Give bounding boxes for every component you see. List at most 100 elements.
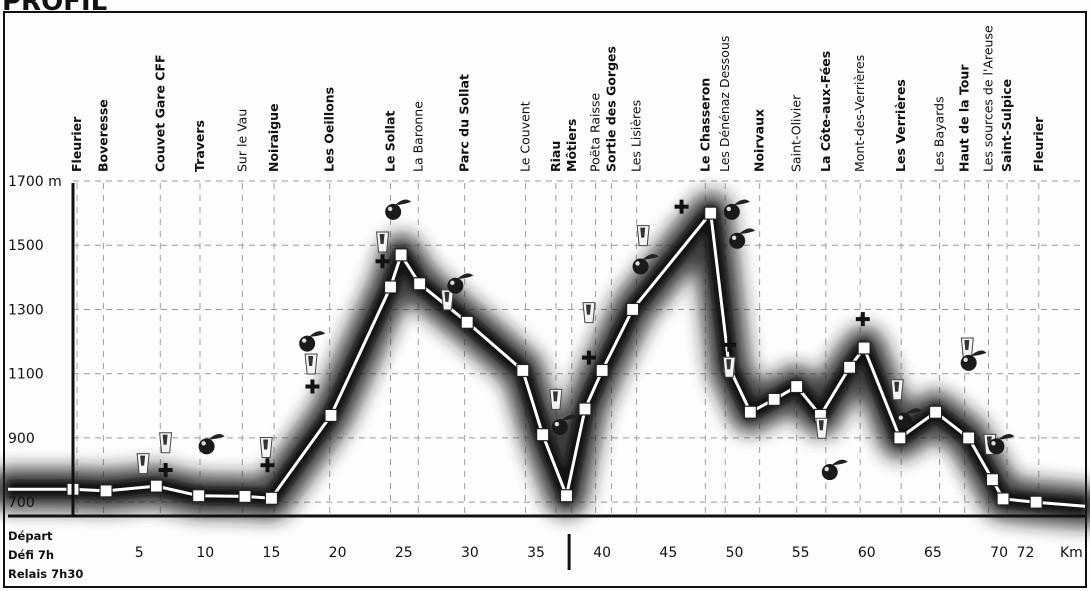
profile-point: [192, 489, 206, 503]
x-tick-label: 70: [990, 545, 1008, 561]
location-label: Couvet Gare CFF: [152, 54, 167, 172]
x-tick-label: 10: [196, 545, 214, 561]
apple-food-icon: [729, 228, 756, 249]
location-labels: Fleurier Boveresse Couvet Gare CFF Travers S…: [69, 25, 1046, 172]
location-label: Fleurier: [1031, 116, 1046, 172]
profile-point: [985, 473, 1000, 487]
drink-glass-icon: [136, 453, 150, 475]
x-tick-label: 50: [726, 545, 744, 561]
apple-food-icon: [821, 459, 848, 481]
location-label: Le Sollat: [383, 111, 398, 172]
apple-food-icon: [988, 433, 1015, 455]
location-label: Noiraigue: [266, 103, 281, 172]
profile-point: [559, 489, 574, 503]
apple-food-icon: [723, 199, 750, 220]
location-label: Sortie des Gorges: [604, 46, 619, 172]
location-label: Travers: [192, 120, 207, 172]
location-label: Boveresse: [95, 99, 110, 172]
first-aid-icon: [158, 463, 173, 478]
location-label: Les Bayards: [932, 96, 947, 172]
profile-markers: [66, 206, 1043, 509]
profile-point: [595, 363, 609, 378]
profile-core-band: [8, 205, 1086, 515]
location-label: Sur le Vau: [234, 109, 249, 172]
first-aid-icon: [260, 458, 275, 473]
profile-point: [1029, 495, 1043, 509]
x-tick-label: 20: [329, 545, 347, 561]
x-tick-label: 25: [395, 545, 413, 561]
x-tick-label: 65: [924, 545, 942, 561]
x-tick-label: 72: [1017, 545, 1035, 561]
drink-glass-icon: [376, 231, 390, 253]
profile-point: [743, 405, 757, 419]
apple-food-icon: [895, 408, 922, 429]
apple-food-icon: [632, 254, 659, 275]
drink-glass-icon: [304, 353, 318, 375]
first-aid-icon: [581, 350, 596, 365]
profile-point: [460, 315, 474, 329]
profile-point: [324, 408, 338, 423]
profile-point: [413, 277, 427, 291]
profile-point: [149, 479, 163, 493]
page-title: PROFIL: [2, 0, 107, 17]
first-aid-icon: [722, 337, 737, 352]
location-label: Noirvaux: [752, 109, 767, 172]
first-aid-icon: [855, 312, 870, 327]
profile-point: [238, 489, 252, 503]
x-tick-label: 35: [527, 545, 545, 561]
x-tick-label: 15: [263, 545, 281, 561]
drink-glass-icon: [890, 379, 904, 401]
x-tick-label: 55: [792, 545, 810, 561]
x-axis-unit: Km: [1060, 545, 1083, 561]
drink-glass-icon: [815, 417, 829, 439]
location-label: Les Oeillons: [322, 87, 337, 172]
location-label: Saint-Olivier: [789, 94, 804, 172]
location-label: Parc du Sollat: [457, 74, 472, 172]
drink-glass-icon: [259, 437, 273, 459]
location-label: Le Couvent: [518, 101, 533, 172]
profile-point: [626, 302, 640, 317]
location-label: Les sources de l'Areuse: [981, 25, 996, 172]
location-label: Haut de la Tour: [957, 64, 972, 172]
profile-point: [842, 360, 857, 374]
first-aid-icon: [305, 379, 320, 394]
profile-point: [578, 402, 592, 416]
location-label: Môtiers: [564, 119, 579, 172]
y-tick-label: 1100: [8, 367, 44, 383]
x-tick-label: 5: [135, 545, 144, 561]
location-label: Saint-Sulpice: [999, 79, 1014, 172]
profile-point: [264, 491, 279, 505]
location-label: La Baronne: [410, 101, 425, 172]
first-aid-icon: [375, 254, 390, 269]
apple-food-icon: [960, 350, 987, 371]
profile-point: [99, 484, 113, 498]
x-tick-label: 45: [659, 545, 677, 561]
profile-point: [394, 248, 408, 262]
profile-point: [704, 206, 718, 220]
profile-point: [790, 379, 804, 394]
apple-food-icon: [551, 414, 578, 436]
location-label: La Côte-aux-Fées: [818, 51, 833, 172]
start-time-label: Relais 7h30: [8, 567, 83, 581]
drink-glass-icon: [549, 388, 563, 410]
y-tick-label: 700: [8, 495, 35, 511]
chart-frame: [3, 11, 1087, 588]
y-tick-label: 1300: [8, 302, 44, 318]
drink-glass-icon: [582, 302, 596, 324]
y-tick-label: 1500: [8, 238, 44, 254]
profile-point: [893, 431, 907, 445]
drink-glass-icon: [159, 432, 173, 454]
profile-point: [857, 341, 871, 355]
location-label: Mont-des-Verrières: [852, 55, 867, 172]
drink-glass-icon: [722, 356, 736, 378]
profile-point: [962, 431, 976, 445]
x-tick-label: 40: [593, 545, 611, 561]
location-label: Le Chasseron: [697, 78, 712, 172]
location-label: Fleurier: [69, 116, 84, 172]
drink-glass-icon: [636, 225, 650, 247]
start-time-label: Défi 7h: [8, 548, 54, 562]
profile-shadow: [0, 192, 1090, 528]
apple-food-icon: [385, 199, 412, 220]
profile-point: [767, 392, 781, 406]
